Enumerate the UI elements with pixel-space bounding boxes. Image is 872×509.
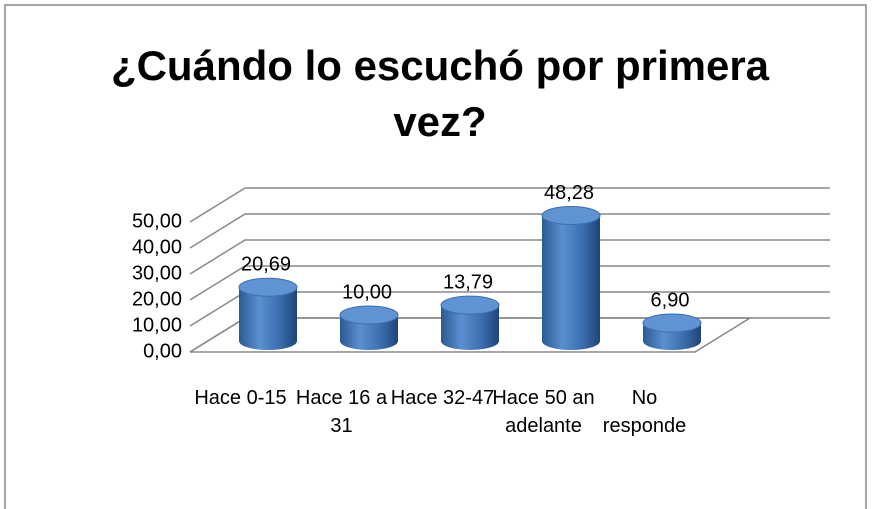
cylinder-top	[339, 305, 399, 325]
cylinder-top	[238, 277, 298, 297]
x-tick-label: Hace 32-47	[390, 387, 495, 409]
x-tick-label: No responde	[602, 387, 687, 437]
data-label: 10,00	[342, 281, 392, 303]
data-label: 20,69	[241, 253, 291, 275]
data-label: 6,90	[651, 289, 690, 311]
cylinder	[340, 315, 398, 350]
cylinder-top	[541, 205, 601, 225]
cylinder	[239, 287, 297, 350]
grid-line	[189, 265, 830, 301]
y-tick-label: 40,00	[132, 236, 182, 258]
cylinder	[441, 305, 499, 350]
data-label: 48,28	[544, 182, 594, 204]
y-tick-label: 20,00	[132, 288, 182, 310]
grid-line	[189, 239, 830, 275]
cylinder	[542, 215, 600, 350]
x-tick-label: Hace 0-15	[194, 387, 287, 409]
cylinder-top	[440, 295, 500, 315]
data-label: 13,79	[443, 271, 493, 293]
x-tick-label: Hace 50 an adelante	[492, 387, 595, 437]
grid-line	[189, 187, 830, 223]
x-tick-label: Hace 16 a 31	[295, 387, 388, 437]
y-tick-label: 30,00	[132, 262, 182, 284]
frame	[4, 4, 867, 509]
cylinder-top	[642, 313, 702, 333]
y-tick-label: 50,00	[132, 210, 182, 232]
y-tick-label: 0,00	[143, 340, 182, 362]
chart-title: ¿Cuándo lo escuchó por primera vez?	[110, 42, 770, 145]
y-tick-label: 10,00	[132, 314, 182, 336]
grid-line	[189, 213, 830, 249]
